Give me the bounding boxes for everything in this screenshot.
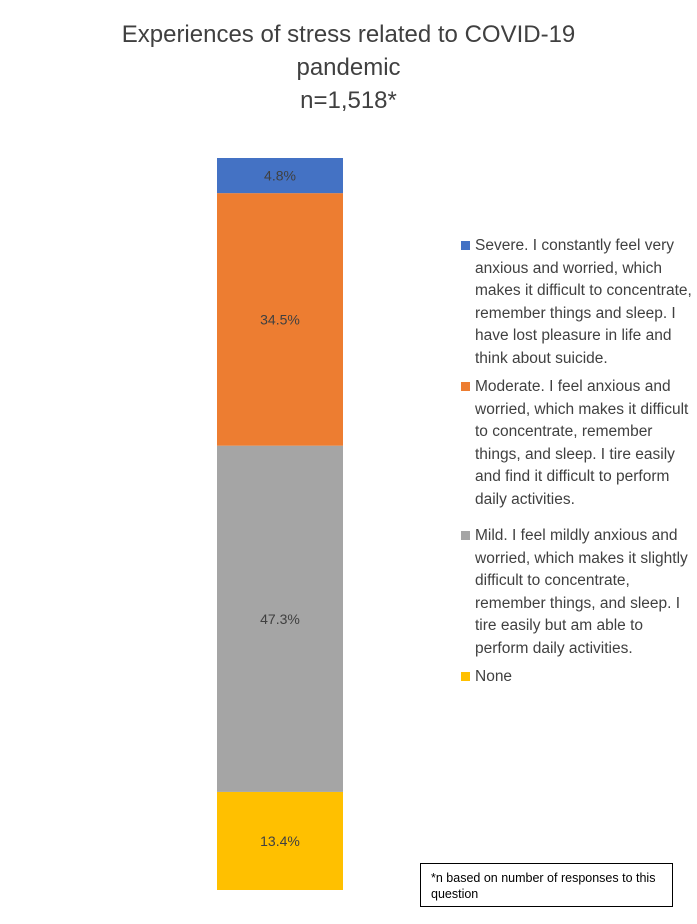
legend-swatch-severe bbox=[461, 241, 470, 250]
legend-label-severe: Severe. I constantly feel very anxious a… bbox=[475, 237, 692, 367]
footnote-box: *n based on number of responses to this … bbox=[420, 863, 673, 907]
chart-title-line-2: pandemic bbox=[296, 54, 401, 81]
legend-label-mild: Mild. I feel mildly anxious and worried,… bbox=[475, 527, 688, 657]
legend-item-mild: Mild. I feel mildly anxious and worried,… bbox=[460, 525, 692, 660]
data-label-moderate: 34.5% bbox=[260, 311, 300, 327]
legend-swatch-moderate bbox=[461, 382, 470, 391]
chart-title-line-3: n=1,518* bbox=[300, 87, 397, 114]
legend-item-moderate: Moderate. I feel anxious and worried, wh… bbox=[460, 376, 692, 511]
data-label-mild: 47.3% bbox=[260, 611, 300, 627]
legend-label-none: None bbox=[475, 668, 513, 685]
legend-item-severe: Severe. I constantly feel very anxious a… bbox=[460, 235, 692, 370]
bar-segment-none bbox=[217, 791, 343, 890]
legend-label-moderate: Moderate. I feel anxious and worried, wh… bbox=[475, 378, 689, 508]
data-label-severe: 4.8% bbox=[264, 168, 296, 184]
chart-title-line-1: Experiences of stress related to COVID-1… bbox=[121, 21, 576, 48]
bar-segment-mild bbox=[217, 445, 343, 792]
legend-item-none: None bbox=[460, 666, 692, 689]
chart-title: Experiences of stress related to COVID-1… bbox=[0, 18, 697, 117]
data-label-none: 13.4% bbox=[260, 833, 300, 849]
legend-swatch-mild bbox=[461, 531, 470, 540]
legend-swatch-none bbox=[461, 672, 470, 681]
bar-segment-moderate bbox=[217, 193, 343, 446]
bar-segment-severe bbox=[217, 158, 343, 194]
chart-legend: Severe. I constantly feel very anxious a… bbox=[460, 235, 692, 695]
